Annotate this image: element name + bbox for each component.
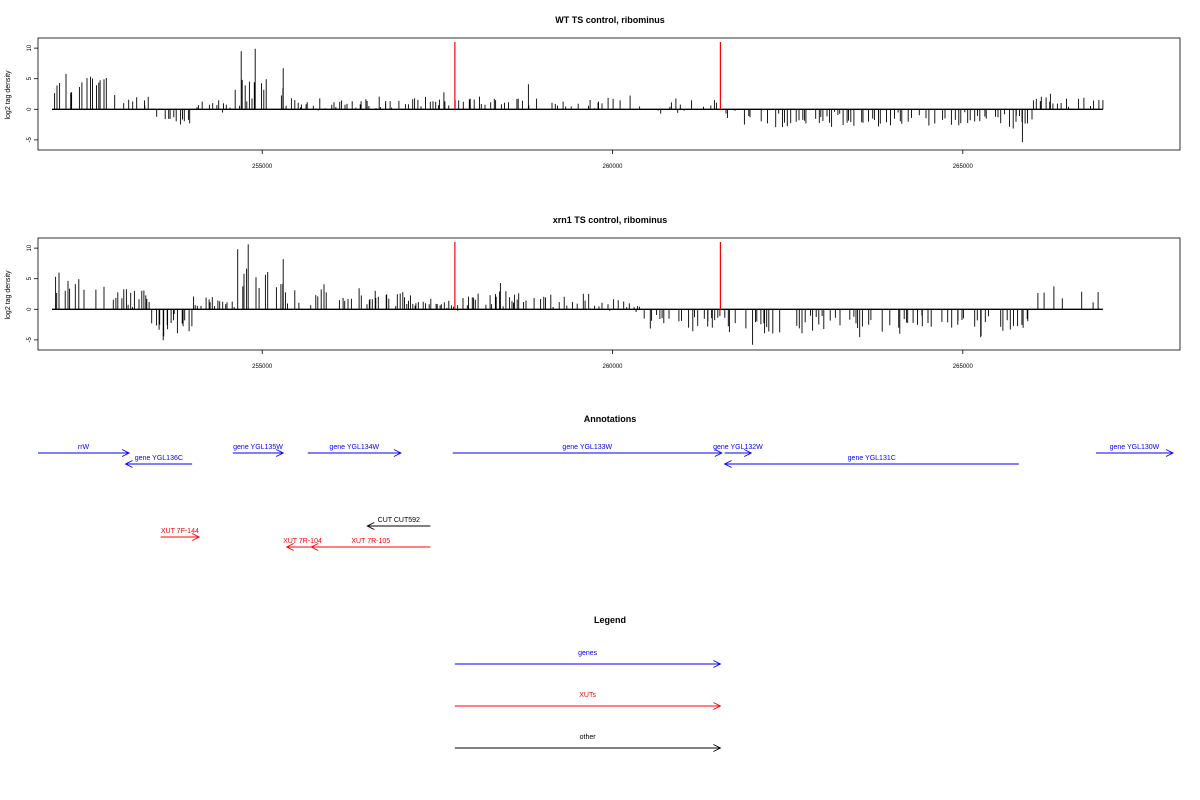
gene-arrow-head [393, 449, 402, 457]
xrn1-density-bars [55, 244, 1099, 345]
gene-arrow-head [121, 449, 131, 457]
legend-other-label: other [580, 734, 597, 741]
gene-arrow-head [723, 460, 732, 468]
gene-label: rrW [78, 444, 90, 451]
gene-label: gene YGL135W [233, 444, 283, 451]
wt-density-bars [54, 48, 1104, 143]
xrn1-track-ylabel: log2 tag density [5, 270, 12, 320]
gene-arrow-head [124, 460, 133, 468]
gene-label: gene YGL133W [562, 444, 612, 451]
xrn1-plot-frame [37, 237, 1181, 351]
annotations-title: Annotations [584, 414, 637, 424]
xut-label: XUT 7R-104 [283, 538, 322, 545]
gene-arrow-head [276, 449, 285, 457]
gene-arrow-head [714, 449, 723, 457]
xrn1-track-title: xrn1 TS control, ribominus [553, 215, 668, 225]
xrn1-ytick-label: 0 [27, 307, 33, 311]
xut-arrow-head [310, 543, 319, 551]
gene-label: gene YGL130W [1110, 444, 1160, 451]
xrn1-xtick-label: 260000 [602, 364, 623, 370]
wt-ytick-label: 0 [27, 107, 33, 111]
xrn1-ytick-label: 10 [27, 244, 33, 251]
other-label: CUT CUT592 [378, 517, 420, 524]
wt-xtick-label: 265000 [953, 164, 974, 170]
wt-plot-frame [37, 37, 1181, 151]
xut-label: XUT 7F-144 [161, 528, 199, 535]
wt-ytick-label: -5 [27, 137, 33, 143]
xut-arrow-head [191, 533, 201, 541]
other-arrow-head [366, 522, 375, 530]
xrn1-ytick-label: -5 [27, 337, 33, 343]
gene-label: gene YGL134W [329, 444, 379, 451]
wt-xtick-label: 260000 [602, 164, 623, 170]
xut-label: XUT 7R-105 [351, 538, 390, 545]
xrn1-xtick-label: 265000 [953, 364, 974, 370]
wt-track-title: WT TS control, ribominus [555, 15, 665, 25]
gene-label: gene YGL132W [713, 444, 763, 451]
xrn1-ytick-label: 5 [27, 276, 33, 280]
wt-xtick-label: 255000 [252, 164, 273, 170]
legend-title: Legend [594, 615, 626, 625]
xrn1-track-panel: xrn1 TS control, ribominus log2 tag dens… [5, 215, 1181, 370]
wt-track-panel: WT TS control, ribominus log2 tag densit… [5, 15, 1181, 170]
legend-xuts-label: XUTs [579, 692, 596, 699]
wt-ytick-label: 5 [27, 76, 33, 80]
gene-label: gene YGL136C [135, 455, 183, 462]
legend-genes-label: genes [578, 650, 598, 657]
legend-other-arrow-head [713, 744, 722, 752]
legend-xuts-arrow-head [713, 702, 722, 710]
xrn1-xtick-label: 255000 [252, 364, 273, 370]
gene-label: gene YGL131C [848, 455, 896, 462]
xut-arrow-head [285, 543, 294, 551]
legend-panel: Legend genes XUTs other [454, 615, 722, 752]
wt-track-ylabel: log2 tag density [5, 70, 12, 120]
gene-arrow-head [1165, 449, 1174, 457]
wt-ytick-label: 10 [27, 44, 33, 51]
legend-genes-arrow-head [713, 660, 722, 668]
gene-arrow-head [744, 449, 753, 457]
annotations-panel: Annotations rrW gene YGL136C gene YGL135W g… [38, 414, 1174, 551]
